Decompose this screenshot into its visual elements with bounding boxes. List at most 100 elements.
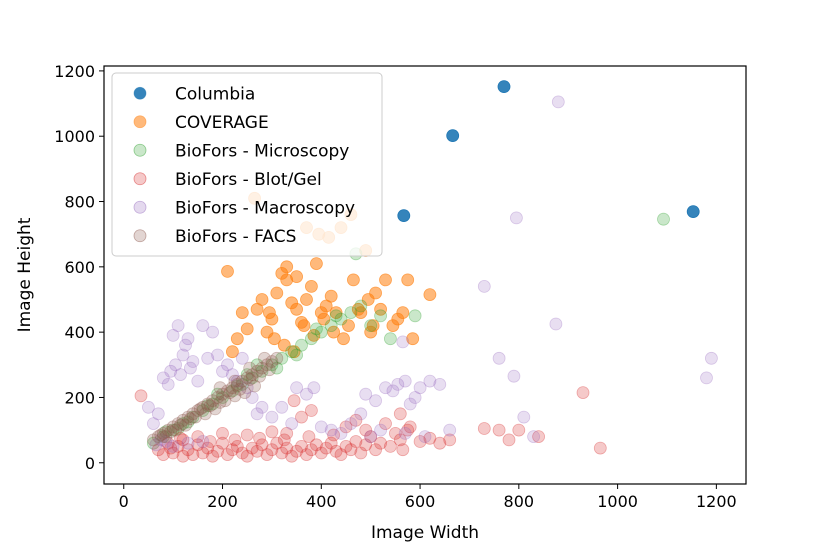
data-point <box>349 413 363 427</box>
data-point <box>240 322 254 336</box>
data-point <box>492 351 506 365</box>
data-point <box>201 441 215 455</box>
data-point <box>250 407 264 421</box>
data-point <box>327 325 341 339</box>
data-point <box>245 371 259 385</box>
data-point <box>324 423 338 437</box>
data-point <box>221 448 234 462</box>
data-point <box>191 404 205 417</box>
legend-label: COVERAGE <box>175 113 269 133</box>
data-point <box>260 448 274 462</box>
data-point <box>216 364 229 378</box>
data-point <box>423 288 437 302</box>
x-tick-label: 600 <box>405 492 436 511</box>
data-point <box>258 351 271 365</box>
data-point <box>164 441 178 455</box>
data-point <box>304 279 318 293</box>
data-point <box>171 439 185 453</box>
data-point <box>250 302 264 316</box>
legend-marker <box>133 86 147 100</box>
data-point <box>228 374 242 388</box>
data-point <box>156 448 170 462</box>
data-point <box>181 410 195 424</box>
data-point <box>337 332 350 346</box>
legend-marker <box>133 200 147 214</box>
data-point <box>314 325 328 339</box>
legend-item: BioFors - Microscopy <box>133 141 349 161</box>
data-point <box>186 355 200 368</box>
data-point <box>290 302 304 316</box>
data-point <box>235 374 249 388</box>
data-point <box>700 371 713 385</box>
data-point <box>164 425 178 439</box>
data-point <box>334 312 348 326</box>
data-point <box>334 426 348 440</box>
data-point <box>359 387 373 401</box>
data-point <box>477 422 491 435</box>
data-point <box>171 422 185 435</box>
data-point <box>344 306 358 320</box>
data-point <box>211 387 225 401</box>
data-point <box>369 286 383 300</box>
data-point <box>203 435 217 448</box>
data-point <box>319 441 333 455</box>
data-point <box>248 379 262 393</box>
x-tick-label: 800 <box>504 492 535 511</box>
data-point <box>418 430 432 444</box>
data-point <box>235 306 249 320</box>
data-point <box>304 443 318 457</box>
data-point <box>191 374 205 388</box>
data-point <box>255 364 269 378</box>
data-point <box>240 368 254 382</box>
data-point <box>171 417 185 431</box>
data-point <box>262 363 276 377</box>
data-point <box>225 443 239 457</box>
data-point <box>235 377 249 391</box>
data-point <box>196 446 210 460</box>
data-point <box>159 435 173 448</box>
data-point <box>275 400 289 414</box>
data-point <box>446 129 460 143</box>
legend-item: BioFors - Macroscopy <box>133 198 355 218</box>
data-point <box>302 430 316 444</box>
data-point <box>705 351 718 365</box>
data-point <box>196 319 210 333</box>
data-point <box>186 407 200 421</box>
series-0 <box>397 80 700 223</box>
data-point <box>201 351 215 365</box>
series-4 <box>141 95 718 453</box>
data-point <box>216 387 229 401</box>
data-point <box>300 387 313 401</box>
data-point <box>364 319 378 333</box>
data-point <box>260 358 274 372</box>
data-point <box>364 325 378 339</box>
data-point <box>532 430 545 444</box>
data-point <box>174 418 187 432</box>
data-point <box>191 430 205 444</box>
data-point <box>146 436 160 450</box>
data-point <box>243 361 257 375</box>
y-tick-label: 400 <box>64 323 95 342</box>
data-point <box>250 364 264 378</box>
data-point <box>156 426 170 440</box>
data-point <box>171 319 185 333</box>
data-point <box>179 338 192 352</box>
data-point <box>206 394 220 408</box>
data-point <box>228 433 242 447</box>
data-point <box>225 384 239 398</box>
data-point <box>275 351 289 365</box>
data-point <box>309 322 323 336</box>
data-point <box>593 441 607 455</box>
data-point <box>169 423 183 437</box>
y-tick-label: 1200 <box>54 62 95 81</box>
data-point <box>285 345 299 359</box>
series-3 <box>134 386 607 463</box>
data-point <box>339 420 353 434</box>
data-point <box>396 335 410 349</box>
data-point <box>201 399 215 413</box>
data-point <box>334 448 348 462</box>
data-point <box>221 384 234 398</box>
data-point <box>354 299 368 313</box>
data-point <box>233 382 247 396</box>
